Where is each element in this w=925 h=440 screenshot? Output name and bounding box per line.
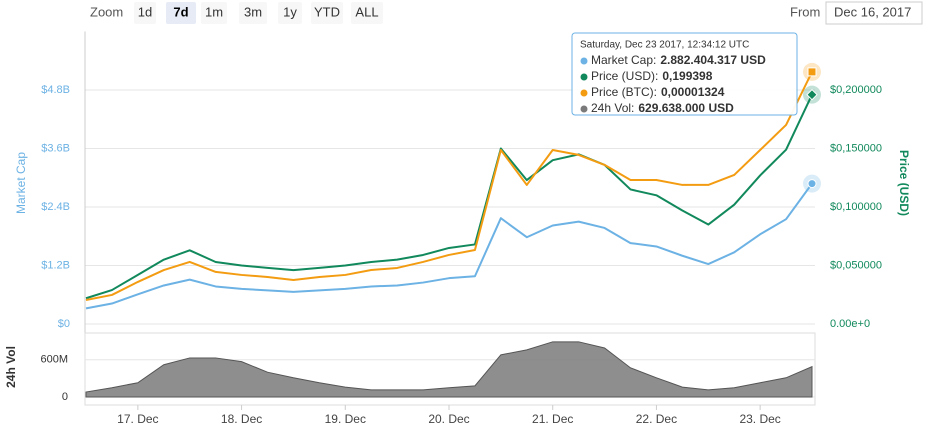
zoom-label: Zoom [90,4,123,19]
y-axis-title: Market Cap [14,152,28,214]
from-input[interactable] [825,1,923,25]
tooltip-row: Price (USD): 0,199398 [591,69,713,83]
tooltip-row-value: 0,00001324 [661,85,725,99]
y2-tick-label: $0,050000 [830,259,882,271]
x-tick-label: 20. Dec [428,412,469,426]
zoom-button[interactable] [166,2,196,24]
hover-marker [807,67,817,77]
zoom-button-label[interactable]: 1d [138,4,152,19]
zoom-button-label[interactable]: YTD [314,4,340,19]
x-tick-label: 18. Dec [221,412,262,426]
volume-axis-title: 24h Vol [4,346,18,388]
tooltip: Saturday, Dec 23 2017, 12:34:12 UTC Marke… [571,32,798,116]
series-line [85,94,813,300]
zoom-button-label[interactable]: 1y [283,4,297,19]
tooltip-row-value: 629.638.000 USD [638,101,734,115]
zoom-button[interactable] [278,2,302,24]
series-line [85,71,813,302]
tooltip-box [571,32,798,116]
tooltip-row-label: 24h Vol: [591,101,634,115]
x-tick-label: 17. Dec [117,412,158,426]
zoom-button[interactable] [134,2,156,24]
zoom-button-label[interactable]: ALL [355,4,378,19]
tooltip-title: Saturday, Dec 23 2017, 12:34:12 UTC [580,40,749,51]
tooltip-row-label: Price (USD): [591,69,658,83]
tooltip-bullet [580,89,588,97]
zoom-button-label[interactable]: 7d [173,4,188,19]
tooltip-row-value: 2.882.404.317 USD [660,53,766,67]
y2-tick-label: $0,150000 [830,142,882,154]
from-label: From [790,4,820,19]
y2-tick-label: $0,200000 [830,84,882,96]
y-tick-label: $4.8B [41,84,70,96]
zoom-button[interactable] [351,2,383,24]
from-value[interactable]: Dec 16, 2017 [834,4,911,19]
y2-axis-title: Price (USD) [897,150,911,216]
zoom-button[interactable] [201,2,227,24]
volume-tick-label: 0 [62,391,68,403]
x-tick-label: 23. Dec [739,412,780,426]
tooltip-row-value: 0,199398 [662,69,712,83]
hover-marker [806,88,818,101]
y2-tick-label: 0.00e+0 [830,318,870,330]
volume-area [85,341,813,398]
x-tick-label: 19. Dec [325,412,366,426]
zoom-button[interactable] [239,2,267,24]
zoom-button[interactable] [311,2,343,24]
y2-tick-label: $0,100000 [830,201,882,213]
tooltip-row: Market Cap: 2.882.404.317 USD [591,53,766,67]
x-tick-label: 22. Dec [636,412,677,426]
tooltip-row-label: Market Cap: [591,53,656,67]
tooltip-bullet [580,73,588,81]
volume-tick-label: 600M [40,354,68,366]
x-tick-label: 21. Dec [532,412,573,426]
y-tick-label: $3.6B [41,142,70,154]
zoom-button-label[interactable]: 1m [205,4,223,19]
tooltip-row: Price (BTC): 0,00001324 [591,85,725,99]
y-tick-label: $2.4B [41,201,70,213]
tooltip-bullet [580,57,588,65]
zoom-button-label[interactable]: 3m [244,4,262,19]
volume-frame [84,332,816,406]
tooltip-row-label: Price (BTC): [591,85,657,99]
tooltip-row: 24h Vol: 629.638.000 USD [591,101,734,115]
tooltip-bullet [580,105,588,113]
hover-marker [807,179,817,189]
y-tick-label: $0 [58,318,70,330]
series-line [85,183,813,310]
y-tick-label: $1.2B [41,259,70,271]
